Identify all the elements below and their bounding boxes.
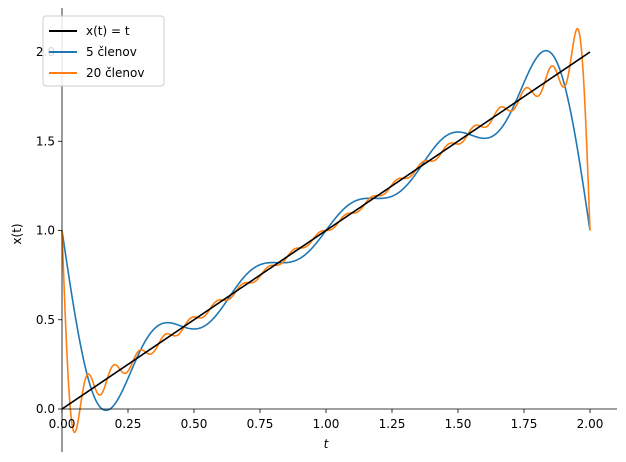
x-tick-label: 1.25 (379, 417, 406, 431)
x-tick-label: 1.00 (313, 417, 340, 431)
legend-box (42, 15, 165, 87)
x-axis-label: t (324, 437, 330, 451)
x-tick-label: 0.50 (181, 417, 208, 431)
x-tick-label: 0.00 (49, 417, 76, 431)
legend-label: x(t) = t (86, 24, 130, 38)
x-tick-label: 0.75 (247, 417, 274, 431)
series-layer (61, 27, 591, 434)
x-tick-label: 1.75 (511, 417, 538, 431)
legend-label: 20 členov (86, 66, 144, 80)
x-ticks: 0.00 0.25 0.50 0.75 1.00 1.25 1.50 1.75 2.00 (49, 409, 604, 431)
y-tick-label: 0.0 (36, 402, 55, 416)
x-tick-label: 0.25 (115, 417, 142, 431)
y-tick-label: 1.5 (36, 134, 55, 148)
y-tick-label: 0.5 (36, 313, 55, 327)
legend: x(t) = t 5 členov 20 členov (42, 15, 165, 87)
x-tick-label: 2.00 (577, 417, 604, 431)
y-tick-label: 1.0 (36, 224, 55, 238)
series-line-1 (61, 51, 591, 410)
x-tick-label: 1.50 (445, 417, 472, 431)
y-ticks: 0.00.51.01.52.0 (36, 45, 62, 416)
y-axis-label: x(t) (10, 223, 24, 244)
legend-label: 5 členov (86, 45, 137, 59)
